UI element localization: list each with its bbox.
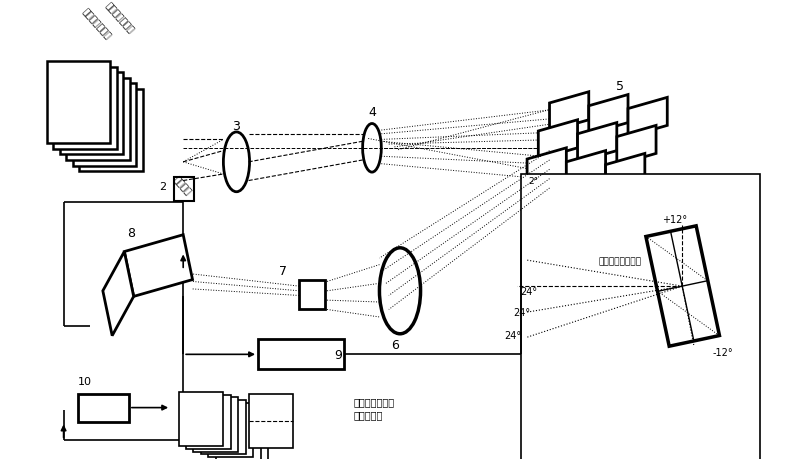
Text: 光的激射光对象: 光的激射光对象 [104,1,135,35]
Bar [186,395,231,449]
Polygon shape [578,123,617,162]
Text: 单个微镜放大光路: 单个微镜放大光路 [598,257,641,266]
Polygon shape [628,98,667,137]
Text: 10: 10 [78,376,91,386]
Ellipse shape [379,248,421,334]
Bar [216,406,261,459]
Text: 时间序列: 时间序列 [171,174,192,196]
Text: +12°: +12° [662,214,687,224]
Bar [66,78,130,161]
Text: 连续变化的自发: 连续变化的自发 [80,7,112,41]
Ellipse shape [223,133,250,192]
Text: 9: 9 [334,348,342,361]
Bar [46,62,110,144]
Bar [258,340,344,369]
Text: 2: 2 [159,182,166,192]
Text: 24°: 24° [514,308,531,318]
Bar [54,67,117,150]
Polygon shape [617,126,656,165]
Bar [60,73,123,155]
Text: 5: 5 [616,79,624,93]
Polygon shape [566,151,606,190]
Polygon shape [527,149,566,188]
Bar [194,397,238,452]
Text: 2°: 2° [528,177,538,185]
Text: 时间分辨的连续: 时间分辨的连续 [354,396,394,406]
Polygon shape [550,93,589,132]
Text: -12°: -12° [713,347,733,358]
Polygon shape [538,121,578,160]
Text: 7: 7 [279,264,287,277]
Bar [522,174,760,459]
Text: 3: 3 [233,120,241,133]
Bar [73,84,137,166]
Text: 24°: 24° [504,330,522,340]
Bar [223,409,268,459]
Polygon shape [606,154,645,193]
Polygon shape [103,252,134,336]
Text: 24°: 24° [520,286,538,296]
Bar [201,400,246,454]
Bar [174,177,194,202]
Bar [299,280,326,310]
Text: 重建图像帧: 重建图像帧 [354,409,382,419]
Polygon shape [124,235,193,297]
Bar [178,392,223,446]
Bar [209,403,254,457]
Bar [249,394,294,448]
Bar [78,394,129,422]
Polygon shape [589,95,628,134]
Bar [79,90,143,172]
Text: 4: 4 [368,106,376,118]
Text: 6: 6 [391,339,399,352]
Ellipse shape [362,124,382,173]
Text: 8: 8 [127,227,135,240]
Polygon shape [646,226,719,347]
